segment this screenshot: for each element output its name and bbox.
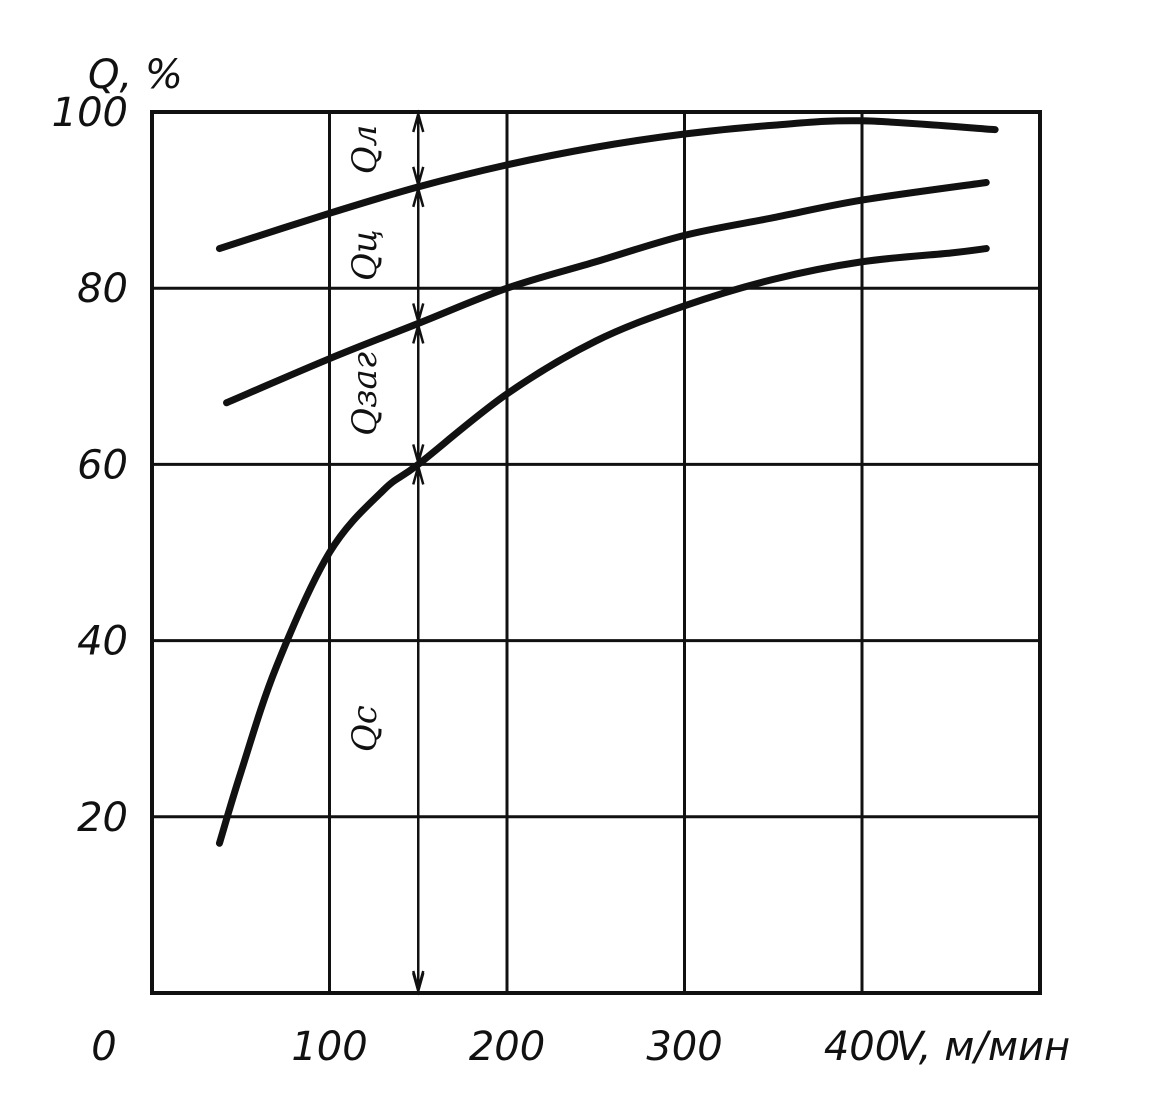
x-tick-label: 300 [646, 1024, 722, 1070]
y-tick-label: 60 [77, 442, 128, 488]
arrow-down-icon [412, 970, 425, 994]
series-line-upper [215, 117, 999, 253]
x-tick-label: 100 [291, 1024, 367, 1070]
arrow-down-icon [412, 444, 425, 468]
y-tick-label: 80 [77, 266, 128, 312]
y-tick-label: 40 [77, 619, 128, 665]
series-line-lower [215, 245, 990, 847]
grid [152, 112, 1040, 993]
y-tick-label: 20 [77, 795, 128, 841]
arrow-down-icon [412, 303, 425, 327]
plot-frame [150, 110, 1042, 995]
arrow-up-icon [412, 109, 425, 133]
x-axis-label: V, м/мин [896, 1024, 1070, 1070]
dimension-arrows [412, 109, 425, 996]
series-line-middle [223, 178, 990, 407]
y-tick-label: 100 [52, 90, 128, 136]
band-label-qc: Qс [345, 705, 385, 752]
x-tick-label: 0 [91, 1024, 116, 1070]
series-layer [215, 117, 999, 847]
x-tick-label: 400 [824, 1024, 900, 1070]
arrow-down-icon [412, 166, 425, 190]
band-label-qc-upper: Qц [345, 229, 385, 281]
band-label-ql: Qл [345, 125, 385, 175]
y-axis-label: Q, % [88, 52, 183, 98]
band-label-qzag: Qзаг [345, 352, 385, 436]
x-tick-label: 200 [469, 1024, 545, 1070]
tick-labels: 0 100 200 300 400 20 40 60 80 100 [52, 90, 901, 1070]
band-labels: Qл Qц Qзаг Qс [345, 125, 385, 752]
